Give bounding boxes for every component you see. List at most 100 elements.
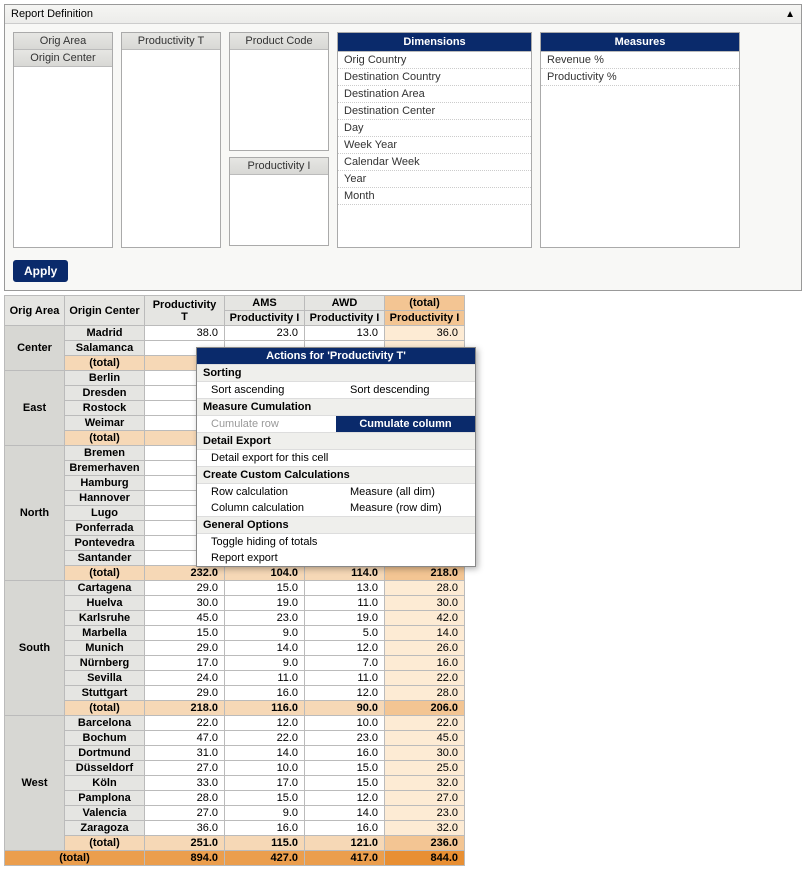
value-cell[interactable]: 24.0 xyxy=(145,671,225,686)
dimension-item[interactable]: Orig Country xyxy=(338,52,531,69)
origin-cell[interactable]: Pontevedra xyxy=(65,536,145,551)
value-cell[interactable]: 9.0 xyxy=(225,626,305,641)
total-cell[interactable]: 232.0 xyxy=(145,566,225,581)
value-cell[interactable]: 10.0 xyxy=(225,761,305,776)
value-cell[interactable]: 12.0 xyxy=(305,641,385,656)
value-cell[interactable]: 22.0 xyxy=(225,731,305,746)
value-cell[interactable]: 30.0 xyxy=(385,746,465,761)
area-cell[interactable]: North xyxy=(5,446,65,581)
total-cell[interactable]: 116.0 xyxy=(225,701,305,716)
total-cell[interactable]: 218.0 xyxy=(385,566,465,581)
origin-cell[interactable]: Lugo xyxy=(65,506,145,521)
value-cell[interactable]: 13.0 xyxy=(305,326,385,341)
value-cell[interactable]: 26.0 xyxy=(385,641,465,656)
value-cell[interactable]: 32.0 xyxy=(385,776,465,791)
value-cell[interactable]: 14.0 xyxy=(305,806,385,821)
value-cell[interactable]: 28.0 xyxy=(385,581,465,596)
value-cell[interactable]: 17.0 xyxy=(225,776,305,791)
col-dims-box[interactable]: Product Code xyxy=(229,32,329,151)
productivity-i-header[interactable]: Productivity I xyxy=(230,158,328,175)
col-total-pi[interactable]: Productivity I xyxy=(385,311,465,326)
product-code-header[interactable]: Product Code xyxy=(230,33,328,50)
area-cell[interactable]: East xyxy=(5,371,65,446)
origin-cell[interactable]: Huelva xyxy=(65,596,145,611)
cm-cumulate-column[interactable]: Cumulate column xyxy=(336,416,475,432)
col-orig-area[interactable]: Orig Area xyxy=(5,296,65,326)
origin-cell[interactable]: Munich xyxy=(65,641,145,656)
value-cell[interactable]: 13.0 xyxy=(305,581,385,596)
value-cell[interactable]: 38.0 xyxy=(145,326,225,341)
origin-cell[interactable]: Marbella xyxy=(65,626,145,641)
value-cell[interactable]: 5.0 xyxy=(305,626,385,641)
origin-cell[interactable]: Bremerhaven xyxy=(65,461,145,476)
origin-cell[interactable]: Santander xyxy=(65,551,145,566)
value-cell[interactable]: 30.0 xyxy=(385,596,465,611)
col-origin-center[interactable]: Origin Center xyxy=(65,296,145,326)
origin-cell[interactable]: Köln xyxy=(65,776,145,791)
total-cell[interactable]: 218.0 xyxy=(145,701,225,716)
value-cell[interactable]: 23.0 xyxy=(385,806,465,821)
value-cell[interactable]: 16.0 xyxy=(385,656,465,671)
value-cell[interactable]: 42.0 xyxy=(385,611,465,626)
origin-cell[interactable]: Stuttgart xyxy=(65,686,145,701)
origin-cell[interactable]: Ponferrada xyxy=(65,521,145,536)
value-cell[interactable]: 14.0 xyxy=(225,641,305,656)
value-cell[interactable]: 11.0 xyxy=(305,596,385,611)
value-cell[interactable]: 14.0 xyxy=(385,626,465,641)
cm-sort-ascending[interactable]: Sort ascending xyxy=(197,382,336,398)
value-cell[interactable]: 15.0 xyxy=(145,626,225,641)
origin-cell[interactable]: Weimar xyxy=(65,416,145,431)
dimension-item[interactable]: Destination Country xyxy=(338,69,531,86)
dimension-item[interactable]: Week Year xyxy=(338,137,531,154)
dimension-item[interactable]: Calendar Week xyxy=(338,154,531,171)
value-cell[interactable]: 36.0 xyxy=(145,821,225,836)
productivity-t-header[interactable]: Productivity T xyxy=(122,33,220,50)
origin-cell[interactable]: Berlin xyxy=(65,371,145,386)
dimension-item[interactable]: Destination Area xyxy=(338,86,531,103)
value-cell[interactable]: 16.0 xyxy=(225,686,305,701)
measures-t-box[interactable]: Productivity T xyxy=(121,32,221,248)
value-cell[interactable]: 15.0 xyxy=(305,776,385,791)
origin-cell[interactable]: Hannover xyxy=(65,491,145,506)
origin-cell[interactable]: Salamanca xyxy=(65,341,145,356)
dimension-item[interactable]: Month xyxy=(338,188,531,205)
value-cell[interactable]: 29.0 xyxy=(145,641,225,656)
origin-cell[interactable]: Düsseldorf xyxy=(65,761,145,776)
measures-i-box[interactable]: Productivity I xyxy=(229,157,329,246)
value-cell[interactable]: 31.0 xyxy=(145,746,225,761)
value-cell[interactable]: 16.0 xyxy=(305,746,385,761)
origin-cell[interactable]: Rostock xyxy=(65,401,145,416)
cm-report-export[interactable]: Report export xyxy=(197,550,475,566)
dimension-item[interactable]: Destination Center xyxy=(338,103,531,120)
value-cell[interactable]: 28.0 xyxy=(145,791,225,806)
apply-button[interactable]: Apply xyxy=(13,260,68,282)
area-cell[interactable]: South xyxy=(5,581,65,716)
col-ams[interactable]: AMS xyxy=(225,296,305,311)
value-cell[interactable]: 15.0 xyxy=(225,791,305,806)
origin-cell[interactable]: Bremen xyxy=(65,446,145,461)
origin-cell[interactable]: Barcelona xyxy=(65,716,145,731)
value-cell[interactable]: 27.0 xyxy=(145,761,225,776)
total-cell[interactable]: 115.0 xyxy=(225,836,305,851)
col-awd[interactable]: AWD xyxy=(305,296,385,311)
value-cell[interactable]: 22.0 xyxy=(385,716,465,731)
total-cell[interactable]: 90.0 xyxy=(305,701,385,716)
value-cell[interactable]: 12.0 xyxy=(225,716,305,731)
orig-area-header[interactable]: Orig Area xyxy=(14,33,112,50)
dimension-item[interactable]: Year xyxy=(338,171,531,188)
cm-detail-export-cell[interactable]: Detail export for this cell xyxy=(197,450,475,466)
value-cell[interactable]: 29.0 xyxy=(145,581,225,596)
value-cell[interactable]: 15.0 xyxy=(225,581,305,596)
origin-cell[interactable]: Cartagena xyxy=(65,581,145,596)
value-cell[interactable]: 30.0 xyxy=(145,596,225,611)
value-cell[interactable]: 28.0 xyxy=(385,686,465,701)
value-cell[interactable]: 22.0 xyxy=(145,716,225,731)
value-cell[interactable]: 9.0 xyxy=(225,656,305,671)
origin-cell[interactable]: Dresden xyxy=(65,386,145,401)
area-cell[interactable]: Center xyxy=(5,326,65,371)
value-cell[interactable]: 19.0 xyxy=(305,611,385,626)
origin-cell[interactable]: Sevilla xyxy=(65,671,145,686)
col-awd-pi[interactable]: Productivity I xyxy=(305,311,385,326)
value-cell[interactable]: 32.0 xyxy=(385,821,465,836)
value-cell[interactable]: 14.0 xyxy=(225,746,305,761)
